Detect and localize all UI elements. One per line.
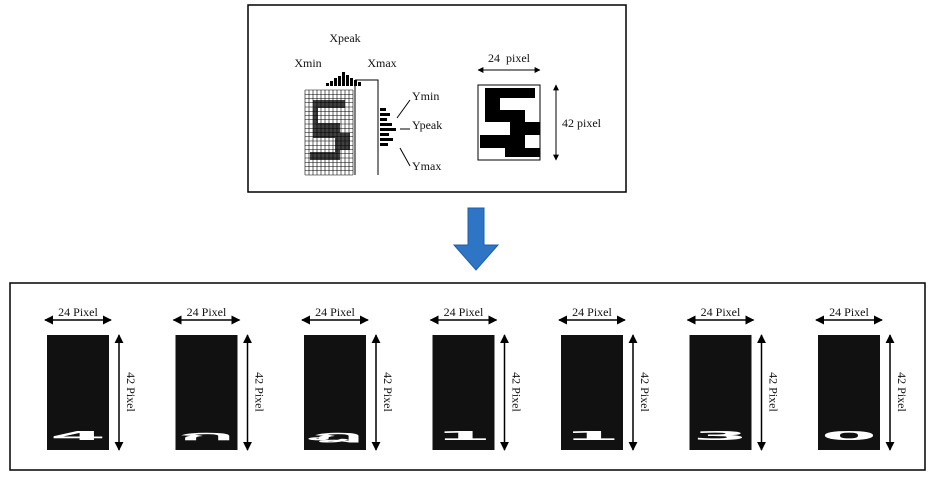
character-glyph: 3 [693, 429, 749, 443]
x-projection [342, 72, 345, 86]
height-label: 42 Pixel [124, 372, 138, 412]
height-label: 42 Pixel [510, 372, 524, 412]
width-label: 24 Pixel [701, 305, 741, 319]
x-projection [346, 75, 349, 86]
width-label: 24 Pixel [829, 305, 869, 319]
character-glyph: 0 [821, 429, 877, 443]
x-min-label: Xmin [294, 56, 321, 70]
height-label: 42 Pixel [381, 372, 395, 412]
y-projection [380, 118, 387, 121]
diagram: Xpeak Xmin Xmax Ymin Ypeak Ymax 24 pixel… [0, 0, 930, 475]
sample-character [478, 85, 540, 160]
height-label: 42 Pixel [767, 372, 781, 412]
width-label: 24 Pixel [58, 305, 98, 319]
character-glyph: 1 [436, 429, 492, 443]
character-glyph: ฎ [307, 429, 363, 443]
character-glyph: 4 [50, 429, 106, 443]
width-label: 24 Pixel [187, 305, 227, 319]
y-projection [380, 128, 396, 131]
width-label: 24 pixel [488, 51, 531, 65]
height-label: 42 Pixel [895, 372, 909, 412]
x-projection [330, 81, 333, 86]
x-max-label: Xmax [367, 56, 396, 70]
height-label: 42 Pixel [253, 372, 267, 412]
width-label: 24 Pixel [572, 305, 612, 319]
height-label: 42 Pixel [638, 372, 652, 412]
y-projection [380, 113, 390, 116]
y-min-label: Ymin [412, 89, 439, 103]
character-glyph: ก [179, 429, 235, 443]
y-peak-label: Ypeak [412, 118, 442, 132]
height-label: 42 pixel [562, 116, 602, 130]
width-label: 24 Pixel [444, 305, 484, 319]
x-peak-label: Xpeak [329, 31, 360, 45]
x-projection [334, 78, 337, 86]
y-max-label: Ymax [412, 159, 441, 173]
y-projection [380, 143, 388, 146]
y-projection [380, 138, 393, 141]
y-projection [380, 108, 386, 111]
y-projection [380, 133, 389, 136]
down-arrow [454, 208, 498, 270]
x-projection [326, 83, 329, 86]
width-label: 24 Pixel [315, 305, 355, 319]
y-projection [380, 123, 392, 126]
x-projection [338, 76, 341, 86]
character-glyph: 1 [564, 429, 620, 443]
x-projection [358, 82, 361, 86]
x-projection [350, 78, 353, 86]
